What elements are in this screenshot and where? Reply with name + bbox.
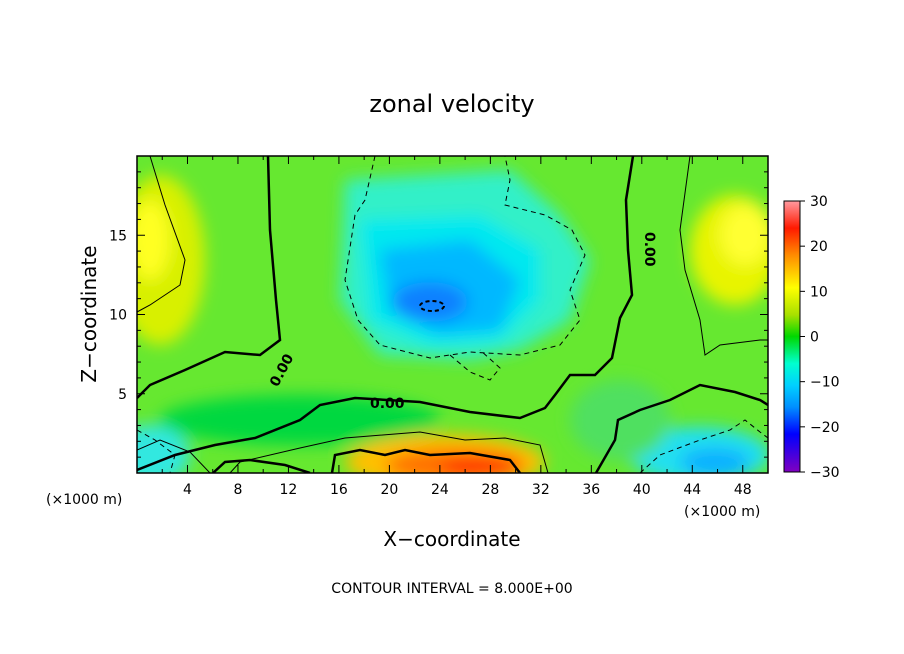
contour-label: 0.00 [370, 396, 405, 412]
x-tick-label: 8 [233, 482, 242, 498]
minimum-contour [419, 300, 445, 312]
x-unit-label-right: (×1000 m) [684, 504, 760, 520]
x-axis-label: X−coordinate [383, 527, 520, 551]
x-tick-label: 48 [734, 482, 752, 498]
colorbar-tick-label: 0 [810, 330, 819, 346]
colorbar [783, 200, 801, 473]
colorbar-tick-label: −30 [810, 465, 840, 481]
x-unit-label-left: (×1000 m) [46, 492, 122, 508]
colorbar-tick-label: −20 [810, 420, 840, 436]
x-tick-label: 24 [431, 482, 449, 498]
colorbar-tick-label: 20 [810, 239, 828, 255]
x-tick-label: 16 [330, 482, 348, 498]
x-tick-label: 4 [183, 482, 192, 498]
plus-eight-contour [330, 448, 521, 473]
contour-interval-note: CONTOUR INTERVAL = 8.000E+00 [331, 581, 572, 597]
x-tick-label: 32 [532, 482, 550, 498]
colorbar-tick-label: 10 [810, 284, 828, 300]
y-axis: 5 10 15 [109, 171, 768, 458]
zero-contour-left [137, 156, 282, 399]
chart-title: zonal velocity [369, 90, 534, 118]
x-axis: 4 8 12 16 20 24 28 32 36 40 44 48 [161, 156, 752, 498]
x-tick-label: 12 [280, 482, 298, 498]
x-tick-label: 44 [683, 482, 701, 498]
x-tick-label: 28 [481, 482, 499, 498]
velocity-field [137, 156, 768, 473]
x-tick-label: 36 [582, 482, 600, 498]
colorbar-tick-label: −10 [810, 375, 840, 391]
x-tick-label: 20 [380, 482, 398, 498]
contour-label: 0.00 [641, 232, 657, 267]
y-tick-label: 10 [109, 308, 127, 324]
colorbar-ticks: 30 20 10 0 −10 −20 −30 [800, 194, 840, 481]
x-tick-label: 40 [633, 482, 651, 498]
zero-contour-right [594, 383, 768, 473]
y-tick-label: 15 [109, 228, 127, 244]
y-tick-label: 5 [118, 387, 127, 403]
colorbar-tick-label: 30 [810, 194, 828, 210]
zero-contour-middle [137, 156, 635, 472]
y-axis-label: Z−coordinate [77, 245, 101, 382]
